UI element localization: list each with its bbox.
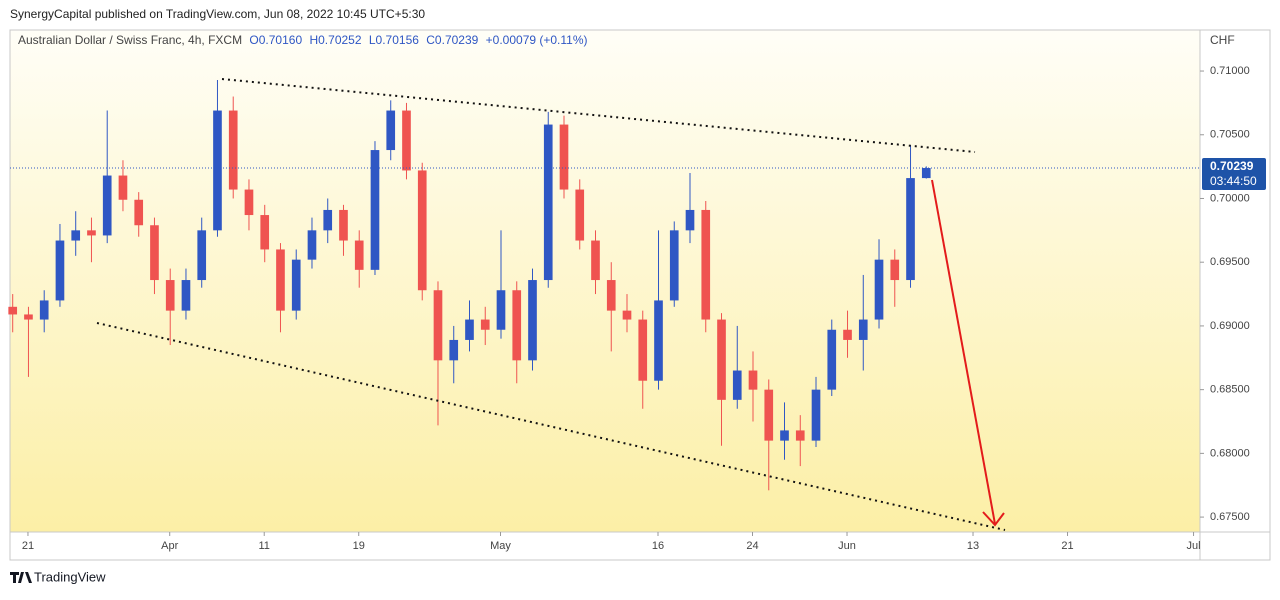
x-tick-label: 24	[746, 540, 758, 552]
candle-body	[291, 259, 301, 311]
candle-body	[244, 189, 254, 216]
candle-body	[276, 249, 285, 311]
candle-body	[386, 110, 396, 151]
currency-label: CHF	[1210, 33, 1235, 47]
candle-body	[528, 280, 537, 361]
candle-body	[417, 170, 427, 291]
candle-body	[874, 259, 884, 320]
forecast-arrow	[931, 179, 1005, 527]
x-tick-label: 11	[259, 540, 270, 552]
candle-body	[339, 209, 348, 241]
candle-body	[890, 259, 900, 281]
candle-body	[591, 240, 600, 281]
last-price-label: 0.70239	[1210, 159, 1254, 173]
candle-body	[449, 339, 459, 361]
candle-body	[102, 175, 112, 236]
candle-body	[921, 168, 931, 179]
candle-body	[811, 389, 821, 441]
plot-background	[10, 30, 1200, 532]
candle-body	[858, 319, 868, 340]
candle-body	[512, 290, 522, 361]
candle-body	[764, 389, 774, 441]
candle-body	[717, 319, 726, 400]
x-tick-label: Apr	[161, 540, 178, 552]
candle-body	[622, 310, 632, 320]
candle-body	[654, 300, 663, 381]
y-tick-label: 0.68000	[1210, 447, 1250, 459]
candle-body	[24, 314, 33, 320]
candle-body	[118, 175, 128, 200]
candle-body	[134, 199, 144, 226]
candle-body	[543, 124, 553, 281]
candle-body	[181, 280, 191, 311]
bar-countdown: 03:44:50	[1210, 174, 1257, 188]
x-tick-label: Jul	[1187, 540, 1201, 552]
candle-body	[606, 280, 616, 311]
y-tick-label: 0.67500	[1210, 511, 1250, 523]
upper-trendline	[221, 78, 976, 153]
brand-name: TradingView	[34, 569, 106, 584]
x-tick-label: 21	[1061, 540, 1073, 552]
candle-body	[307, 230, 317, 260]
legend-change: +0.00079 (+0.11%)	[486, 33, 588, 47]
legend-high: H0.70252	[309, 33, 361, 47]
candle-body	[748, 370, 758, 390]
candle-body	[71, 230, 81, 241]
candle-body	[323, 209, 333, 231]
candle-body	[906, 178, 915, 281]
candle-body	[575, 189, 585, 241]
brand-logo	[10, 572, 32, 583]
legend-open: O0.70160	[249, 33, 302, 47]
candle-body	[213, 110, 222, 231]
last-price-tag	[1202, 158, 1266, 191]
x-tick-label: 16	[652, 540, 664, 552]
candle-body	[465, 319, 474, 340]
publish-info: SynergyCapital published on TradingView.…	[10, 7, 425, 21]
candle-body	[559, 124, 569, 190]
candle-body	[638, 319, 648, 381]
candle-body	[39, 300, 49, 320]
candle-body	[780, 430, 789, 441]
x-tick-label: 19	[353, 540, 365, 552]
y-tick-label: 0.70000	[1210, 192, 1250, 204]
candle-body	[732, 370, 742, 400]
plot-layer: 0.67500 0.68000 0.68500 0.69000 0.69500 0.700…	[8, 65, 1250, 552]
candle-body	[701, 209, 711, 320]
candle-body	[843, 329, 852, 340]
x-tick-label: May	[490, 540, 511, 552]
x-tick-label: 21	[22, 540, 34, 552]
y-tick-label: 0.69000	[1210, 320, 1250, 332]
candle-body	[370, 150, 380, 270]
legend-symbol: Australian Dollar / Swiss Franc, 4h, FXC…	[18, 33, 242, 47]
candle-body	[795, 430, 805, 441]
candle-body	[87, 230, 96, 236]
candle-body	[150, 225, 159, 281]
candle-body	[228, 110, 238, 190]
legend: Australian Dollar / Swiss Franc, 4h, FXC…	[18, 33, 588, 47]
chart-frame	[9, 29, 1271, 561]
candle-body	[827, 329, 837, 390]
candle-body	[197, 230, 207, 281]
candle-body	[354, 240, 364, 270]
legend-close: C0.70239	[426, 33, 478, 47]
y-tick-label: 0.69500	[1210, 256, 1250, 268]
candle-body	[669, 230, 679, 301]
candle-body	[480, 319, 490, 330]
candle-body	[8, 306, 18, 315]
legend-low: L0.70156	[369, 33, 419, 47]
candle-body	[496, 290, 506, 330]
y-tick-label: 0.68500	[1210, 384, 1250, 396]
x-tick-label: Jun	[838, 540, 856, 552]
x-tick-label: 13	[967, 540, 979, 552]
candle-body	[402, 110, 411, 171]
y-tick-label: 0.71000	[1210, 65, 1250, 77]
candle-body	[685, 209, 695, 231]
candle-body	[55, 240, 65, 301]
y-tick-label: 0.70500	[1210, 129, 1250, 141]
candle-body	[260, 215, 270, 250]
candle-body	[433, 290, 443, 361]
candle-body	[165, 280, 175, 311]
